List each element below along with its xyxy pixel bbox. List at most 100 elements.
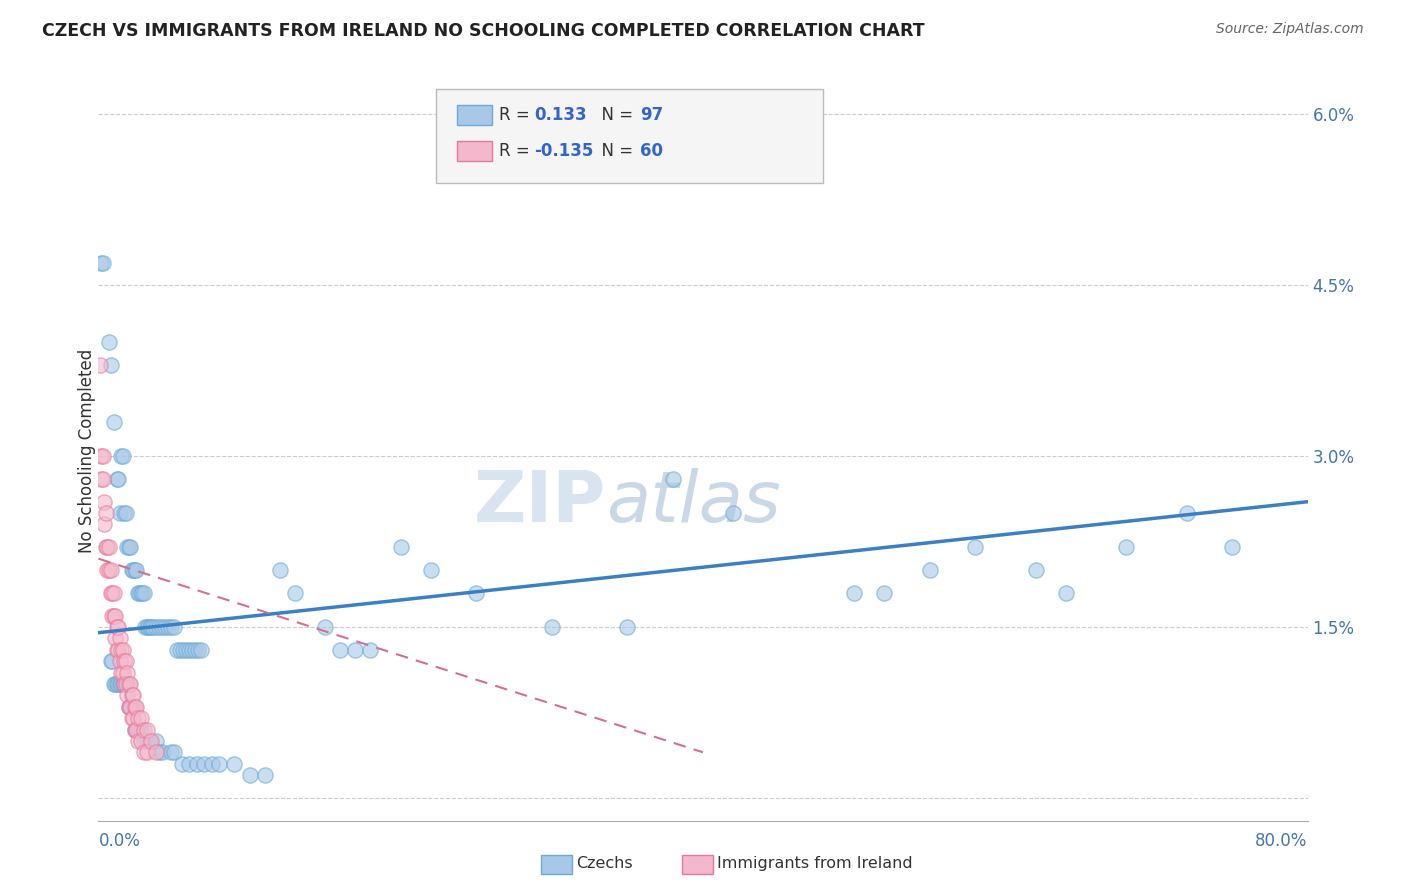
Point [100,654,122,668]
Point [121,711,143,725]
Point [124,723,146,737]
Point [125,699,148,714]
Point [91,472,114,486]
Point [918,563,941,577]
Point [121,689,143,703]
Point [114,506,136,520]
Point [193,756,215,771]
Point [540,620,562,634]
Point [118,699,141,714]
Point [166,642,188,657]
Point [110,677,132,691]
Point [107,642,129,657]
Point [110,665,132,680]
Point [1054,586,1077,600]
Point [269,563,291,577]
Point [110,642,132,657]
Point [91,449,114,463]
Point [108,506,131,520]
Point [111,677,134,691]
Point [239,768,262,782]
Point [114,677,136,691]
Text: R =: R = [499,106,536,124]
Point [127,586,149,600]
Point [1115,541,1137,555]
Point [141,734,163,748]
Point [112,654,135,668]
Point [132,586,155,600]
Point [163,620,186,634]
Point [181,642,204,657]
Point [253,768,276,782]
Text: atlas: atlas [606,467,780,537]
Point [150,620,173,634]
Text: N =: N = [591,106,638,124]
Point [111,449,134,463]
Point [104,608,127,623]
Point [90,472,112,486]
Point [124,699,146,714]
Text: R =: R = [499,142,536,160]
Point [94,506,117,520]
Point [120,677,142,691]
Text: Czechs: Czechs [576,856,633,871]
Point [89,358,111,372]
Point [120,699,142,714]
Point [127,711,149,725]
Point [128,586,150,600]
Point [105,472,128,486]
Point [105,620,128,634]
Point [145,745,167,759]
Point [616,620,638,634]
Point [139,620,162,634]
Point [148,745,170,759]
Point [108,654,131,668]
Point [1024,563,1046,577]
Point [103,415,125,429]
Point [101,654,124,668]
Point [150,745,173,759]
Point [169,642,191,657]
Point [153,620,176,634]
Point [125,723,148,737]
Point [112,506,135,520]
Point [129,723,152,737]
Point [141,620,163,634]
Point [329,642,352,657]
Point [160,745,183,759]
Point [134,620,156,634]
Point [118,677,141,691]
Point [129,711,152,725]
Text: 0.0%: 0.0% [98,832,141,850]
Point [112,677,135,691]
Point [723,506,745,520]
Point [100,586,122,600]
Point [107,677,129,691]
Point [389,541,412,555]
Point [135,745,157,759]
Point [661,472,683,486]
Text: Immigrants from Ireland: Immigrants from Ireland [717,856,912,871]
Point [145,734,167,748]
Point [96,563,118,577]
Point [170,756,193,771]
Point [844,586,866,600]
Point [101,608,124,623]
Point [132,745,155,759]
Point [124,723,146,737]
Point [156,620,179,634]
Point [105,642,128,657]
Point [284,586,307,600]
Point [127,723,149,737]
Point [115,689,138,703]
Point [172,642,194,657]
Point [127,734,149,748]
Text: 0.133: 0.133 [534,106,586,124]
Point [122,563,145,577]
Y-axis label: No Schooling Completed: No Schooling Completed [79,349,96,552]
Text: Source: ZipAtlas.com: Source: ZipAtlas.com [1216,22,1364,37]
Point [120,699,142,714]
Point [112,677,135,691]
Point [125,563,148,577]
Point [107,472,129,486]
